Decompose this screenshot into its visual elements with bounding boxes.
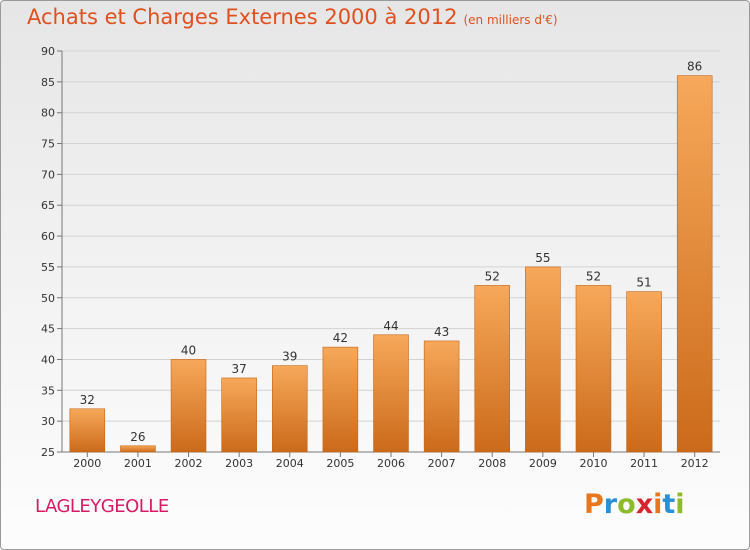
x-tick-label: 2005 — [326, 457, 354, 470]
x-tick-label: 2003 — [225, 457, 253, 470]
bar-chart: 25 30 35 40 45 50 55 60 65 70 75 80 85 90 2000 2001 2002… — [1, 1, 749, 549]
bar — [323, 347, 358, 452]
x-tick-label: 2004 — [276, 457, 304, 470]
logo-letter: t — [662, 489, 675, 520]
y-tick-label: 80 — [41, 107, 55, 120]
logo-letter: i — [653, 489, 662, 520]
x-tick-label: 2011 — [630, 457, 658, 470]
logo-letter: x — [636, 489, 653, 520]
logo-letter: i — [675, 489, 684, 520]
data-label: 26 — [130, 430, 145, 444]
bar — [171, 359, 206, 452]
data-label: 52 — [586, 269, 601, 283]
bar — [525, 267, 560, 452]
y-tick-label: 45 — [41, 323, 55, 336]
y-tick-label: 70 — [41, 168, 55, 181]
y-tick-label: 60 — [41, 230, 55, 243]
bar — [120, 446, 155, 452]
x-tick-label: 2008 — [478, 457, 506, 470]
y-tick-label: 35 — [41, 384, 55, 397]
data-label: 37 — [232, 362, 247, 376]
data-label: 55 — [535, 251, 550, 265]
logo-letter: P — [584, 489, 604, 520]
data-label: 43 — [434, 325, 449, 339]
bar — [374, 335, 409, 452]
data-label: 39 — [282, 350, 297, 364]
bar — [424, 341, 459, 452]
y-tick-label: 25 — [41, 446, 55, 459]
data-label: 44 — [383, 319, 398, 333]
x-tick-label: 2012 — [681, 457, 709, 470]
x-tick-label: 2001 — [124, 457, 152, 470]
y-tick-label: 50 — [41, 292, 55, 305]
bar — [627, 292, 662, 452]
bar — [576, 285, 611, 452]
proxiti-logo: Proxiti — [584, 489, 685, 520]
x-tick-label: 2006 — [377, 457, 405, 470]
logo-letter: o — [617, 489, 636, 520]
y-tick-label: 40 — [41, 353, 55, 366]
logo-letter: r — [604, 489, 617, 520]
y-tick-label: 90 — [41, 45, 55, 58]
x-tick-label: 2002 — [175, 457, 203, 470]
data-label: 32 — [80, 393, 95, 407]
y-tick-label: 75 — [41, 138, 55, 151]
bar — [475, 285, 510, 452]
bar — [272, 366, 307, 452]
y-tick-label: 55 — [41, 261, 55, 274]
x-tick-label: 2000 — [73, 457, 101, 470]
data-label: 51 — [636, 276, 651, 290]
bar — [222, 378, 257, 452]
data-label: 86 — [687, 60, 702, 74]
y-tick-label: 85 — [41, 76, 55, 89]
x-tick-label: 2010 — [579, 457, 607, 470]
data-label: 52 — [485, 269, 500, 283]
data-label: 40 — [181, 343, 196, 357]
bars — [70, 76, 712, 452]
bar — [70, 409, 105, 452]
y-tick-label: 65 — [41, 199, 55, 212]
data-label: 42 — [333, 331, 348, 345]
x-tick-label: 2009 — [529, 457, 557, 470]
y-tick-label: 30 — [41, 415, 55, 428]
chart-frame: Achats et Charges Externes 2000 à 2012 (e… — [0, 0, 750, 550]
x-tick-label: 2007 — [428, 457, 456, 470]
commune-name: LAGLEYGEOLLE — [35, 496, 169, 517]
bar — [677, 76, 712, 452]
